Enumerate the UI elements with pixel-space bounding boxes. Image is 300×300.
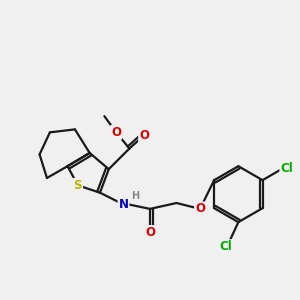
Text: N: N xyxy=(118,198,128,211)
Text: O: O xyxy=(139,129,149,142)
Text: S: S xyxy=(74,179,82,192)
Text: O: O xyxy=(111,126,121,139)
Text: O: O xyxy=(145,226,155,239)
Text: Cl: Cl xyxy=(220,240,232,253)
Text: H: H xyxy=(130,190,139,201)
Text: Cl: Cl xyxy=(280,162,293,175)
Text: O: O xyxy=(195,202,205,215)
